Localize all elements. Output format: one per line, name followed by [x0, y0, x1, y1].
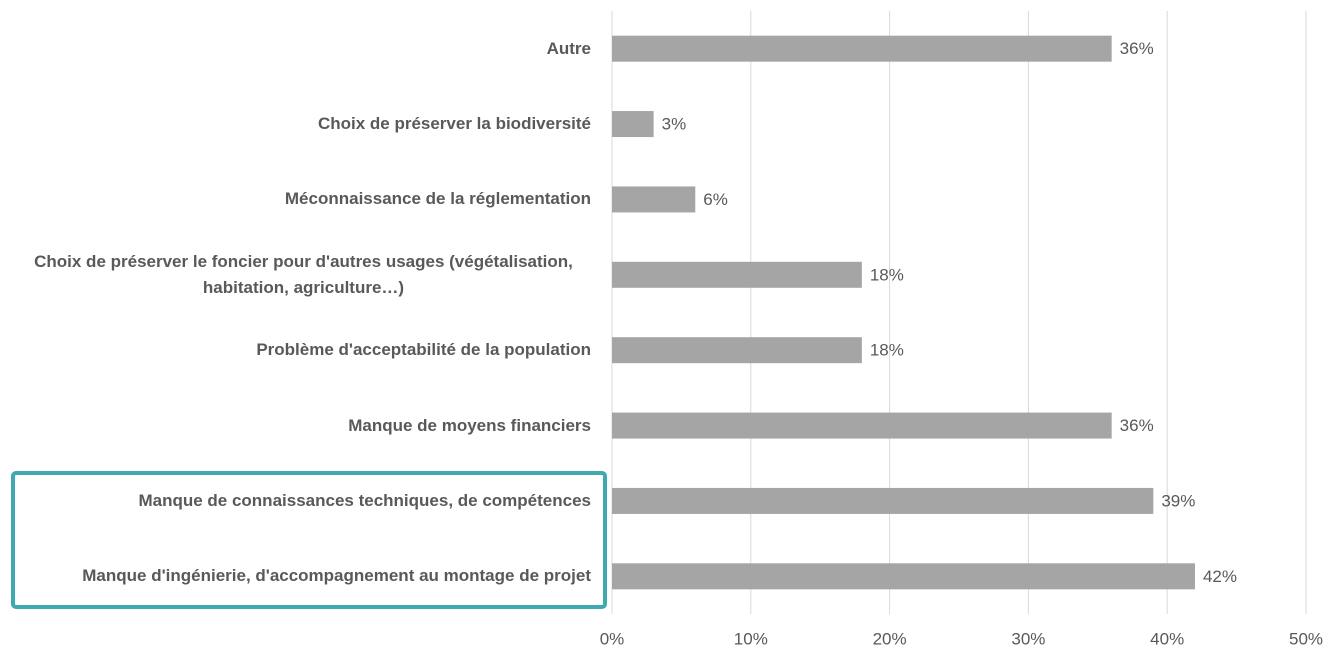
bar	[612, 261, 862, 288]
category-label: Méconnaissance de la réglementation	[284, 189, 591, 209]
x-tick-label: 50%	[1289, 629, 1323, 648]
bar	[612, 412, 1112, 439]
value-label: 18%	[870, 341, 904, 360]
category-label-box: Manque d'ingénierie, d'accompagnement au…	[11, 563, 591, 589]
bar	[612, 35, 1112, 62]
category-label: Manque de connaissances techniques, de c…	[138, 490, 591, 510]
x-tick-label: 30%	[1011, 629, 1045, 648]
category-label-box: Choix de préserver la biodiversité	[11, 111, 591, 137]
category-label: Manque de moyens financiers	[348, 415, 591, 435]
bar	[612, 186, 696, 213]
category-label-box: Manque de moyens financiers	[11, 413, 591, 439]
value-label: 36%	[1120, 416, 1154, 435]
value-label: 18%	[870, 265, 904, 284]
highlight-box	[11, 471, 607, 609]
value-label: 3%	[662, 115, 687, 134]
x-tick-label: 40%	[1150, 629, 1184, 648]
category-label: Autre	[546, 38, 591, 58]
x-tick-label: 20%	[873, 629, 907, 648]
category-label-box: Manque de connaissances techniques, de c…	[11, 488, 591, 514]
category-label: Problème d'acceptabilité de la populatio…	[256, 340, 591, 360]
value-label: 39%	[1161, 491, 1195, 510]
bar	[612, 563, 1195, 590]
value-label: 36%	[1120, 39, 1154, 58]
category-label-box: Choix de préserver le foncier pour d'aut…	[11, 249, 591, 301]
category-label-box: Problème d'acceptabilité de la populatio…	[11, 337, 591, 363]
x-tick-label: 10%	[734, 629, 768, 648]
value-label: 42%	[1203, 567, 1237, 586]
bar	[612, 337, 862, 364]
category-label-box: Autre	[11, 36, 591, 62]
category-label: Choix de préserver le foncier pour d'aut…	[34, 251, 573, 297]
bar	[612, 111, 654, 138]
category-label: Choix de préserver la biodiversité	[317, 114, 591, 134]
category-label: Manque d'ingénierie, d'accompagnement au…	[82, 566, 591, 586]
category-label-box: Méconnaissance de la réglementation	[11, 186, 591, 212]
x-tick-label: 0%	[600, 629, 625, 648]
value-label: 6%	[703, 190, 728, 209]
bar	[612, 487, 1154, 514]
